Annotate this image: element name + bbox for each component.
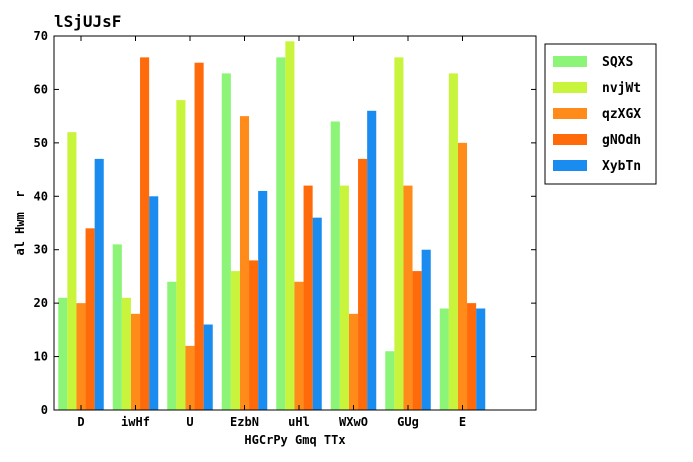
bar-nvjWt-uHl bbox=[285, 41, 295, 411]
bar-qzXGX-uHl bbox=[294, 281, 304, 410]
bar-qzXGX-GUg bbox=[403, 185, 413, 410]
bar-SQXS-E bbox=[439, 308, 449, 410]
y-tick-label: 0 bbox=[41, 403, 48, 417]
y-tick-label: 20 bbox=[34, 296, 48, 310]
bar-nvjWt-D bbox=[67, 132, 77, 411]
bar-SQXS-GUg bbox=[385, 351, 395, 410]
bar-SQXS-D bbox=[58, 297, 68, 410]
legend-swatch-nvjWt bbox=[553, 82, 587, 93]
y-axis-ticks: 0 10 20 30 40 50 60 70 bbox=[34, 29, 536, 417]
x-tick-label: E bbox=[459, 415, 466, 429]
x-tick-label: GUg bbox=[397, 415, 419, 429]
y-tick-label: 50 bbox=[34, 136, 48, 150]
legend-swatch-XybTn bbox=[553, 160, 587, 171]
legend: SQXS nvjWt qzXGX gNOdh XybTn bbox=[544, 43, 657, 185]
x-tick-label: EzbN bbox=[230, 415, 259, 429]
y-tick-label: 10 bbox=[34, 350, 48, 364]
bar-gNOdh-iwHf bbox=[140, 57, 150, 411]
y-tick-label: 30 bbox=[34, 243, 48, 257]
legend-label-gNOdh: gNOdh bbox=[602, 133, 641, 148]
bar-gNOdh-GUg bbox=[412, 271, 422, 410]
bar-SQXS-U bbox=[167, 281, 177, 410]
bar-qzXGX-EzbN bbox=[239, 116, 250, 410]
bar-gNOdh-E bbox=[467, 303, 477, 410]
x-tick-label: iwHf bbox=[121, 415, 150, 429]
bar-XybTn-EzbN bbox=[258, 190, 268, 410]
bar-qzXGX-U bbox=[185, 345, 195, 410]
bar-SQXS-iwHf bbox=[112, 244, 122, 410]
x-tick-label: WXwO bbox=[339, 415, 368, 429]
legend-swatch-SQXS bbox=[553, 56, 587, 67]
bar-qzXGX-D bbox=[76, 303, 86, 410]
x-tick-label: uHl bbox=[288, 415, 310, 429]
legend-label-XybTn: XybTn bbox=[602, 159, 641, 174]
bar-gNOdh-EzbN bbox=[249, 260, 259, 410]
bar-nvjWt-U bbox=[176, 100, 186, 411]
bar-gNOdh-uHl bbox=[303, 185, 313, 410]
legend-label-qzXGX: qzXGX bbox=[602, 107, 641, 122]
bar-gNOdh-WXwO bbox=[358, 158, 368, 410]
y-tick-label: 40 bbox=[34, 189, 48, 203]
bar-nvjWt-iwHf bbox=[121, 297, 131, 410]
bar-XybTn-WXwO bbox=[367, 110, 377, 411]
bar-qzXGX-E bbox=[457, 142, 468, 411]
bar-qzXGX-iwHf bbox=[130, 313, 141, 410]
bar-XybTn-E bbox=[476, 308, 486, 410]
x-axis-label: HGCrPy Gmq TTx bbox=[244, 433, 345, 447]
legend-label-SQXS: SQXS bbox=[602, 55, 633, 70]
bars-group bbox=[58, 41, 486, 411]
y-tick-label: 60 bbox=[34, 82, 48, 96]
bar-gNOdh-U bbox=[194, 62, 204, 411]
legend-label-nvjWt: nvjWt bbox=[602, 81, 641, 96]
legend-swatch-qzXGX bbox=[553, 108, 587, 119]
bar-gNOdh-D bbox=[85, 228, 95, 410]
bar-nvjWt-WXwO bbox=[339, 185, 349, 410]
chart-title: lSjUJsF bbox=[54, 12, 121, 31]
bar-XybTn-D bbox=[94, 158, 104, 410]
x-tick-label: D bbox=[77, 415, 84, 429]
bar-nvjWt-E bbox=[448, 73, 458, 411]
y-tick-label: 70 bbox=[34, 29, 48, 43]
bar-XybTn-uHl bbox=[312, 217, 322, 410]
plot-frame bbox=[53, 35, 537, 411]
bar-XybTn-GUg bbox=[421, 249, 431, 410]
bar-XybTn-U bbox=[203, 324, 213, 410]
bar-nvjWt-GUg bbox=[394, 57, 404, 411]
bar-qzXGX-WXwO bbox=[348, 313, 359, 410]
bar-XybTn-iwHf bbox=[149, 196, 159, 410]
bar-nvjWt-EzbN bbox=[230, 271, 240, 410]
x-tick-label: U bbox=[186, 415, 193, 429]
bar-SQXS-WXwO bbox=[330, 121, 340, 411]
bar-SQXS-EzbN bbox=[221, 73, 231, 411]
bar-SQXS-uHl bbox=[276, 57, 286, 411]
y-axis-label: al Hwm r bbox=[13, 190, 27, 255]
legend-swatch-gNOdh bbox=[553, 134, 587, 145]
